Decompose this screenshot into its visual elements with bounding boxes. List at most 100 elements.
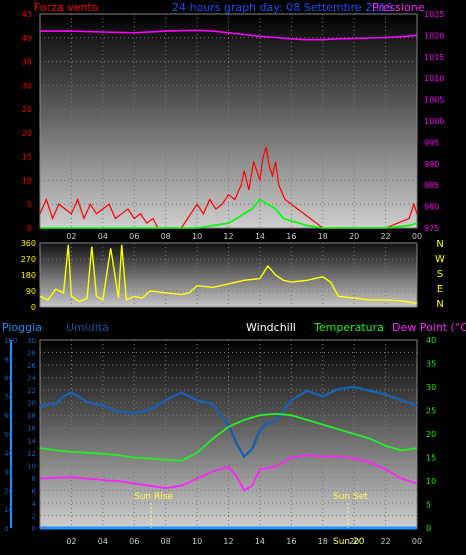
pressure-tick-label: 975	[424, 224, 439, 233]
x-tick-label: 02	[66, 232, 76, 241]
x-tick-label: 20	[349, 232, 359, 241]
wind-tick-label: 40	[22, 34, 32, 43]
temperature-tick-label: 35	[426, 360, 436, 369]
humidity-axis: 0 10 20 30 40 50 60 70 80 90 100	[4, 337, 17, 533]
compass-label: N	[436, 299, 443, 310]
wind-tick-label: 35	[22, 58, 32, 67]
temperature-tick-label: 5	[426, 501, 431, 510]
x-tick-label: 00	[412, 232, 422, 241]
rain-tick-label: 8	[32, 475, 36, 483]
rain-tick-label: 14	[27, 437, 36, 445]
pressure-tick-label: 1025	[424, 10, 444, 19]
sunset-label: Sun Set	[333, 492, 368, 502]
humidity-tick-label: 10	[4, 506, 13, 514]
x-tick-label: 18	[318, 232, 328, 241]
wind-tick-label: 10	[22, 176, 32, 185]
dewpoint-line	[39, 454, 418, 492]
wind-pressure-panel	[39, 13, 418, 229]
x-tick-label: 10	[192, 232, 202, 241]
humidity-tick-label: 80	[4, 375, 13, 383]
pressure-tick-label: 995	[424, 138, 439, 147]
direction-tick-label: 270	[21, 255, 36, 264]
wind-pressure-x-axis: 02 04 06 08 10 12 14 16 18 20 22 00	[66, 232, 422, 241]
wind-direction-axis: 0 90 180 270 360	[21, 239, 36, 312]
direction-tick-label: 0	[31, 303, 36, 312]
legend-dewpoint: Dew Point (°C)	[392, 321, 466, 334]
pressure-tick-label: 1020	[424, 31, 444, 40]
rain-tick-label: 20	[27, 400, 36, 408]
direction-tick-label: 360	[21, 239, 36, 248]
humidity-line	[39, 385, 418, 459]
rain-tick-label: 12	[27, 450, 36, 458]
wind-tick-label: 0	[27, 224, 32, 233]
wind-tick-label: 25	[22, 105, 32, 114]
humidity-tick-label: 50	[4, 431, 13, 439]
compass-label: S	[437, 269, 443, 280]
temperature-tick-label: 40	[426, 336, 436, 345]
rain-tick-label: 2	[32, 512, 36, 520]
wind-direction-grid	[40, 242, 418, 308]
temperature-tick-label: 10	[426, 477, 436, 486]
humidity-tick-label: 30	[4, 469, 13, 477]
wind-tick-label: 20	[22, 129, 32, 138]
sunset-time-label: Sun 20	[333, 537, 365, 547]
wind-tick-label: 5	[27, 200, 32, 209]
pressure-tick-label: 1015	[424, 53, 444, 62]
rain-tick-label: 28	[27, 350, 36, 358]
wind-tick-label: 30	[22, 81, 32, 90]
x-tick-label: 12	[223, 537, 233, 546]
rain-tick-label: 0	[32, 525, 36, 533]
temperature-tick-label: 0	[426, 524, 431, 533]
legend-windchill: Windchill	[246, 321, 296, 334]
humidity-temperature-x-axis: 02 04 06 08 10 12 14 16 18 20 22 00	[66, 537, 422, 546]
pressure-axis: 975 980 985 990 995 1000 1005 1010 1015 1020 1025	[424, 10, 444, 233]
direction-tick-label: 90	[26, 287, 36, 296]
rain-tick-label: 16	[27, 425, 36, 433]
x-tick-label: 12	[223, 232, 233, 241]
pressure-tick-label: 1005	[424, 96, 444, 105]
compass-label: N	[436, 239, 443, 250]
wind-direction-series	[39, 244, 418, 305]
x-tick-label: 14	[255, 232, 265, 241]
wind-pressure-grid	[40, 13, 418, 229]
direction-tick-label: 180	[21, 271, 36, 280]
humidity-tick-label: 70	[4, 393, 13, 401]
x-tick-label: 22	[380, 537, 390, 546]
chart-date-title: 24 hours graph day: 08 Settembre 2015	[172, 1, 393, 14]
humidity-tick-label: 40	[4, 450, 13, 458]
direction-line	[39, 244, 418, 305]
x-tick-label: 14	[255, 537, 265, 546]
pressure-line	[40, 29, 418, 41]
humidity-tick-label: 0	[4, 525, 8, 533]
pressure-tick-label: 990	[424, 160, 439, 169]
humidity-temperature-series	[39, 385, 418, 530]
humidity-tick-label: 90	[4, 356, 13, 364]
temperature-tick-label: 15	[426, 454, 436, 463]
legend-temperature: Temperatura	[313, 321, 384, 334]
x-tick-label: 16	[286, 232, 296, 241]
wind-line	[39, 147, 418, 229]
temperature-axis: 0 5 10 15 20 25 30 35 40	[426, 336, 436, 533]
rain-tick-label: 4	[32, 500, 37, 508]
pressure-tick-label: 985	[424, 181, 439, 190]
compass-label: W	[435, 254, 445, 265]
legend-humidity: Umidita	[66, 321, 109, 334]
wind-tick-label: 45	[22, 10, 32, 19]
rain-tick-label: 24	[27, 375, 36, 383]
x-tick-label: 08	[161, 537, 171, 546]
wind-tick-label: 15	[22, 153, 32, 162]
gust-line	[40, 198, 418, 229]
pressure-tick-label: 980	[424, 203, 439, 212]
rain-tick-label: 6	[32, 487, 37, 495]
rain-tick-label: 18	[27, 412, 36, 420]
wind-speed-axis: 0 5 10 15 20 25 30 35 40 45	[22, 10, 32, 233]
humidity-tick-label: 100	[4, 337, 17, 345]
wind-pressure-series	[39, 29, 418, 229]
pressure-tick-label: 1000	[424, 117, 444, 126]
humidity-tick-label: 20	[4, 487, 13, 495]
temperature-tick-label: 30	[426, 383, 436, 392]
humidity-tick-label: 60	[4, 412, 13, 420]
